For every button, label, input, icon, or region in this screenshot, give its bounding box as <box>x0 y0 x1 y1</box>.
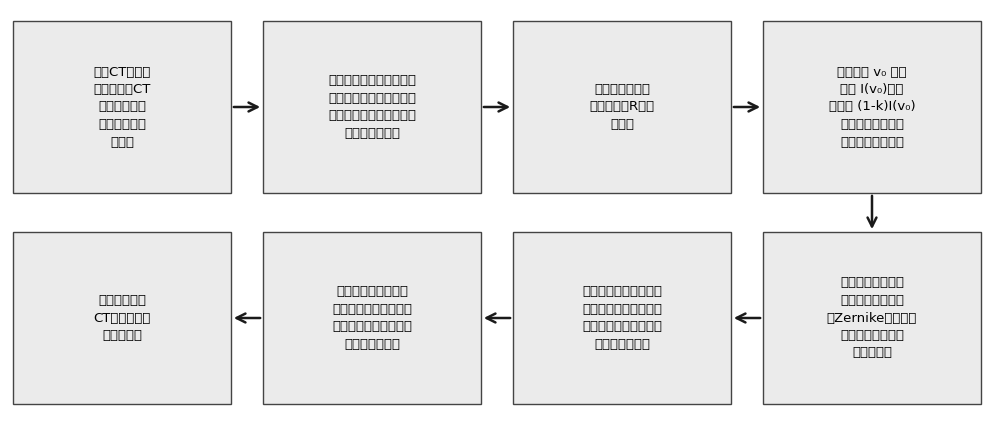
Bar <box>263 232 481 404</box>
Text: 局部几何结构特征描述
子输入基于支持向量机
的学习分类模型，输出
对应体素点类别: 局部几何结构特征描述 子输入基于支持向量机 的学习分类模型，输出 对应体素点类别 <box>582 285 662 351</box>
Text: 以体素点 v₀ 的灰
度值 I(v₀)为基
准，以 (1-k)I(v₀)
为阈值的区域生长
提取局部几何结构: 以体素点 v₀ 的灰 度值 I(v₀)为基 准，以 (1-k)I(v₀) 为阈值… <box>829 65 915 148</box>
Bar <box>513 232 731 404</box>
Bar <box>763 232 981 404</box>
Text: 处理完所有预测体素
点，保留血管腔体素点
类别，利用区域生长连
通连续的体素点: 处理完所有预测体素 点，保留血管腔体素点 类别，利用区域生长连 通连续的体素点 <box>332 285 412 351</box>
Bar <box>513 21 731 193</box>
Bar <box>263 21 481 193</box>
Bar <box>763 21 981 193</box>
Bar <box>13 21 231 193</box>
Text: 提取预测体素点
局部半径为R的球
体区域: 提取预测体素点 局部半径为R的球 体区域 <box>589 83 655 131</box>
Text: 通过CT设备获
取肾脏动脉CT
造影图像，提
取各向同性采
样图像: 通过CT设备获 取肾脏动脉CT 造影图像，提 取各向同性采 样图像 <box>93 65 151 148</box>
Bar <box>13 232 231 404</box>
Text: 通过肾脏掩膜、固定阈值
区域生长及血管中轴线末
端延伸获取包含血管腔的
预测体素点集合: 通过肾脏掩膜、固定阈值 区域生长及血管中轴线末 端延伸获取包含血管腔的 预测体素… <box>328 74 416 140</box>
Text: 将局部几何结构映
射到单位球中并计
算Zernike矩构造向
量化局部几何结构
特征描述子: 将局部几何结构映 射到单位球中并计 算Zernike矩构造向 量化局部几何结构 … <box>827 277 917 360</box>
Text: 得到肾脏动脉
CT造影图像血
管分割结果: 得到肾脏动脉 CT造影图像血 管分割结果 <box>93 294 151 342</box>
